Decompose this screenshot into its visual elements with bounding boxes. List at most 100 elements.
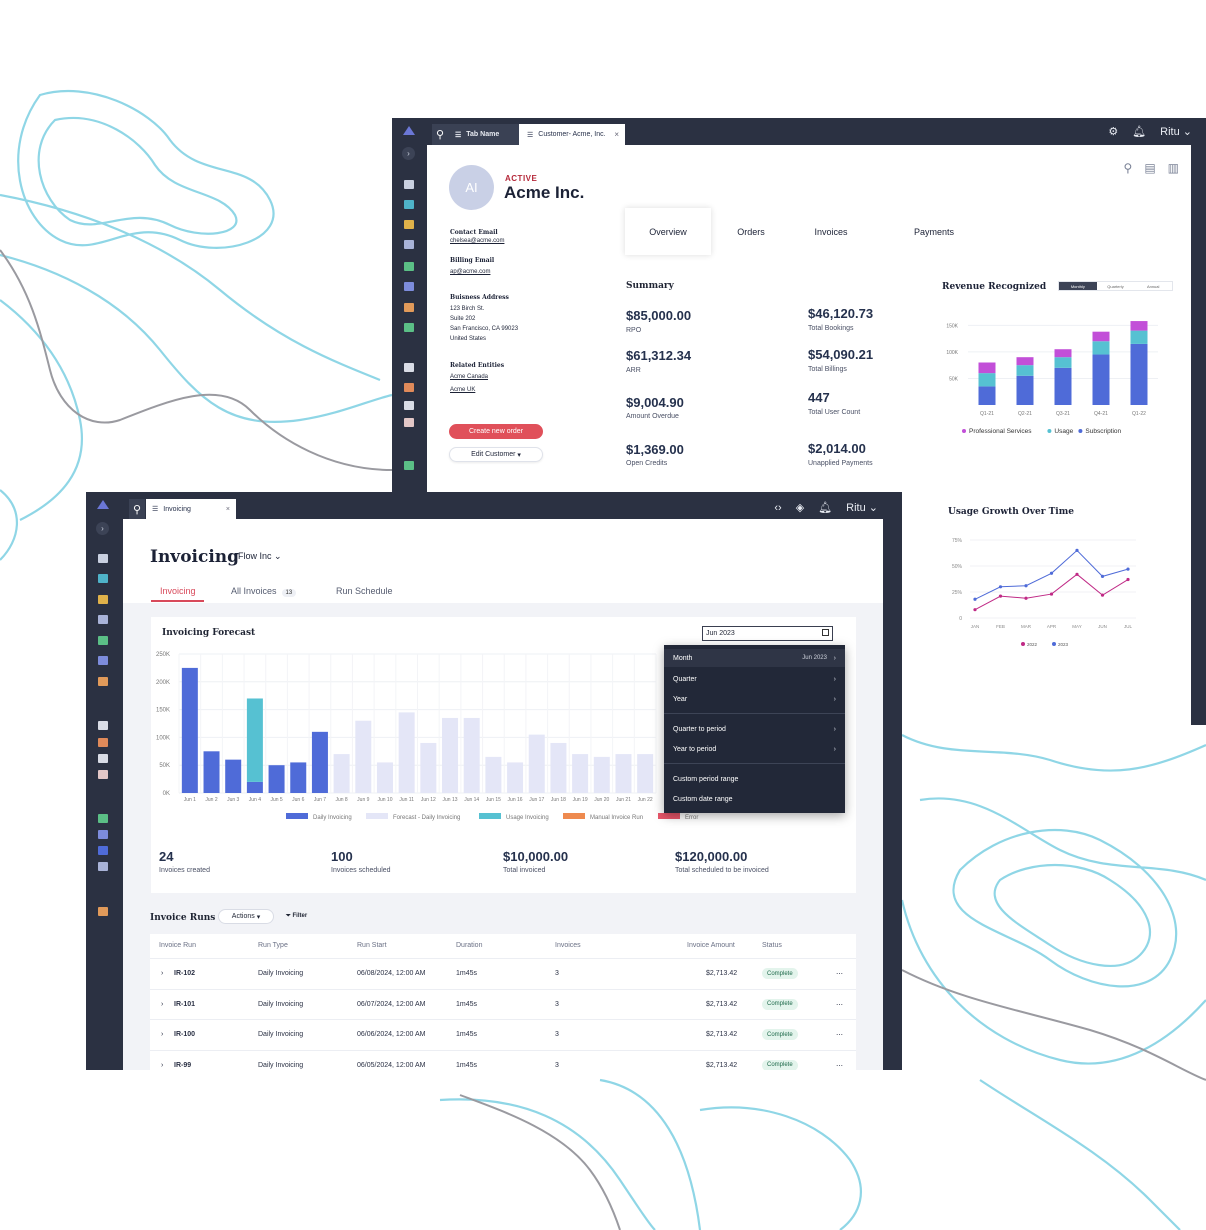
table-cell-id[interactable]: IR-101: [174, 1000, 196, 1008]
toggle-monthly[interactable]: Monthly: [1059, 282, 1097, 290]
more-options-icon[interactable]: ⋯: [836, 1032, 843, 1039]
close-tab-icon[interactable]: ×: [225, 505, 230, 513]
expand-sidebar-button[interactable]: ›: [96, 522, 109, 535]
tab-overview[interactable]: Overview: [625, 208, 711, 255]
tab-invoicing-view[interactable]: Invoicing: [160, 586, 196, 596]
close-tab-icon[interactable]: ×: [614, 130, 619, 139]
filter-button[interactable]: ⏷ Filter: [286, 913, 308, 919]
clipboard-icon[interactable]: [404, 418, 414, 427]
scale-icon[interactable]: [404, 363, 414, 372]
table-row[interactable]: › IR-102 Daily Invoicing 06/08/2024, 12:00 …: [150, 958, 856, 988]
x-tick-label: JAN: [971, 624, 980, 629]
list-icon[interactable]: [98, 846, 108, 855]
search-icon[interactable]: ⚲: [1123, 161, 1133, 175]
expand-row-chevron-icon[interactable]: ›: [161, 1000, 164, 1008]
date-select[interactable]: Jun 2023: [702, 626, 833, 641]
actions-button[interactable]: Actions ▾: [218, 909, 274, 924]
building-icon[interactable]: [98, 862, 108, 871]
user-icon[interactable]: [98, 677, 108, 686]
x-tick-label: Jun 8: [335, 797, 347, 803]
tab-invoicing[interactable]: ☰ Invoicing ×: [146, 499, 236, 519]
related-entity-link[interactable]: Acme Canada: [450, 374, 489, 380]
money-icon[interactable]: [98, 636, 108, 645]
presentation-icon[interactable]: [404, 323, 414, 332]
expand-row-chevron-icon[interactable]: ›: [161, 1031, 164, 1038]
dropdown-year[interactable]: Year ›: [673, 695, 836, 703]
y-tick-label: 150K: [946, 323, 958, 329]
dropdown-month[interactable]: Month Jun 2023 ›: [664, 649, 845, 667]
building-icon[interactable]: [404, 240, 414, 249]
pin-icon[interactable]: ⚲: [432, 124, 448, 145]
calendar-icon[interactable]: [98, 830, 108, 839]
dropdown-quarter-to-period[interactable]: Quarter to period ›: [673, 725, 836, 733]
monitor-icon[interactable]: [404, 282, 414, 291]
contact-email-label: Contact Email: [450, 229, 498, 236]
billing-email-value[interactable]: ap@acme.com: [450, 269, 491, 275]
table-cell-id[interactable]: IR-100: [174, 1031, 196, 1038]
related-entity-link[interactable]: Acme UK: [450, 387, 476, 393]
table-row[interactable]: › IR-101 Daily Invoicing 06/07/2024, 12:00 …: [150, 988, 856, 1019]
invoice-icon[interactable]: ▤: [1144, 161, 1156, 175]
code-icon[interactable]: ‹›: [774, 501, 782, 514]
more-options-icon[interactable]: ⋯: [836, 1001, 843, 1009]
money-icon[interactable]: [404, 262, 414, 271]
create-order-button[interactable]: Create new order: [449, 424, 543, 439]
clipboard-icon[interactable]: [98, 770, 108, 779]
user-menu[interactable]: Ritu ⌄: [846, 502, 878, 514]
x-tick-label: Jun 21: [616, 797, 631, 803]
tab-payments[interactable]: Payments: [913, 226, 955, 237]
user-icon[interactable]: [98, 907, 108, 916]
toggle-quarterly[interactable]: Quarterly: [1107, 283, 1124, 289]
ledger-icon[interactable]: [98, 738, 108, 747]
bank-icon[interactable]: [98, 595, 108, 604]
presentation-icon[interactable]: [98, 814, 108, 823]
edit-customer-button[interactable]: Edit Customer ▾: [449, 447, 543, 462]
more-options-icon[interactable]: ⋯: [836, 1062, 843, 1070]
tab-tab-name[interactable]: ☰ Tab Name: [447, 124, 519, 145]
expand-row-chevron-icon[interactable]: ›: [161, 1061, 164, 1069]
expand-sidebar-button[interactable]: ›: [402, 147, 415, 160]
user-icon[interactable]: [404, 303, 414, 312]
dropdown-year-to-period[interactable]: Year to period ›: [673, 745, 836, 753]
dropdown-custom-date-range[interactable]: Custom date range: [673, 795, 733, 803]
legend-label: 2023: [1058, 642, 1069, 647]
settings-gear-icon[interactable]: ⚙: [1108, 126, 1119, 138]
bell-icon[interactable]: 🔔︎: [818, 502, 833, 514]
user-menu[interactable]: Ritu ⌄: [1160, 126, 1192, 138]
tab-orders[interactable]: Orders: [737, 226, 765, 237]
bar: [442, 717, 459, 793]
building-icon[interactable]: [98, 615, 108, 624]
dropdown-custom-period-range[interactable]: Custom period range: [673, 775, 739, 783]
y-tick-label: 100K: [946, 350, 958, 356]
file-icon[interactable]: [404, 401, 414, 410]
tab-customer-acme[interactable]: ☰ Customer- Acme, Inc. ×: [519, 124, 625, 145]
document-icon[interactable]: [98, 554, 108, 563]
table-row[interactable]: › IR-99 Daily Invoicing 06/05/2024, 12:00 A…: [150, 1049, 856, 1070]
toggle-annual[interactable]: Annual: [1146, 283, 1160, 289]
table-row[interactable]: › IR-100 Daily Invoicing 06/06/2024, 12:00 …: [150, 1019, 856, 1049]
document-icon[interactable]: [404, 180, 414, 189]
chart-icon[interactable]: [404, 200, 414, 209]
ledger-icon[interactable]: [404, 383, 414, 392]
diamond-icon[interactable]: ◈: [795, 502, 805, 514]
pin-icon[interactable]: ⚲: [129, 499, 145, 519]
contact-email-value[interactable]: chelsea@acme.com: [450, 238, 505, 244]
table-cell-id[interactable]: IR-99: [174, 1061, 192, 1069]
bell-icon[interactable]: 🔔︎: [1132, 126, 1147, 138]
scale-icon[interactable]: [98, 721, 108, 730]
expand-row-chevron-icon[interactable]: ›: [161, 970, 164, 977]
bar: [637, 754, 654, 793]
report-icon[interactable]: ▥: [1167, 161, 1179, 175]
chart-icon[interactable]: [98, 574, 108, 583]
tab-all-invoices[interactable]: All Invoices 13: [231, 586, 297, 597]
tab-invoices[interactable]: Invoices: [814, 226, 848, 237]
company-selector[interactable]: Flow Inc ⌄: [238, 551, 282, 561]
more-options-icon[interactable]: ⋯: [836, 971, 843, 978]
bank-icon[interactable]: [404, 220, 414, 229]
menu-icon[interactable]: [404, 461, 414, 470]
dropdown-quarter[interactable]: Quarter ›: [673, 675, 836, 683]
monitor-icon[interactable]: [98, 656, 108, 665]
file-icon[interactable]: [98, 754, 108, 763]
table-cell-id[interactable]: IR-102: [174, 970, 196, 977]
tab-run-schedule[interactable]: Run Schedule: [336, 586, 393, 596]
